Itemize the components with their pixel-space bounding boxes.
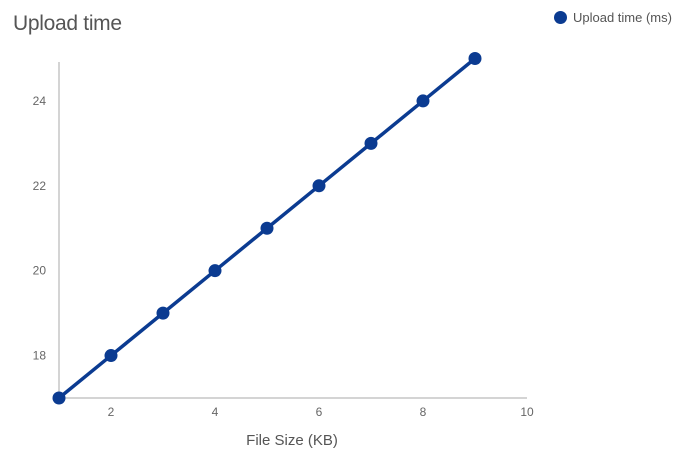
legend-marker-icon	[554, 11, 567, 24]
data-point	[312, 179, 326, 193]
legend-label: Upload time (ms)	[573, 10, 672, 25]
data-point	[156, 306, 170, 320]
x-tick-label: 2	[108, 405, 115, 419]
data-point	[208, 264, 222, 278]
legend[interactable]: Upload time (ms)	[554, 10, 672, 25]
axes	[58, 62, 527, 399]
data-point	[104, 349, 118, 363]
y-tick-label: 18	[33, 349, 47, 363]
x-tick-label: 8	[420, 405, 427, 419]
chart-title: Upload time	[13, 12, 122, 35]
data-point	[52, 391, 66, 405]
x-axis-title: File Size (KB)	[246, 432, 338, 449]
x-tick-label: 10	[520, 405, 534, 419]
y-tick-label: 24	[33, 94, 47, 108]
x-tick-label: 4	[212, 405, 219, 419]
data-point	[364, 136, 378, 150]
y-tick-label: 22	[33, 179, 47, 193]
y-tick-label: 20	[33, 264, 47, 278]
data-point	[260, 221, 274, 235]
x-tick-label: 6	[316, 405, 323, 419]
data-point	[468, 51, 482, 65]
series-group	[52, 51, 482, 405]
data-point	[416, 94, 430, 108]
